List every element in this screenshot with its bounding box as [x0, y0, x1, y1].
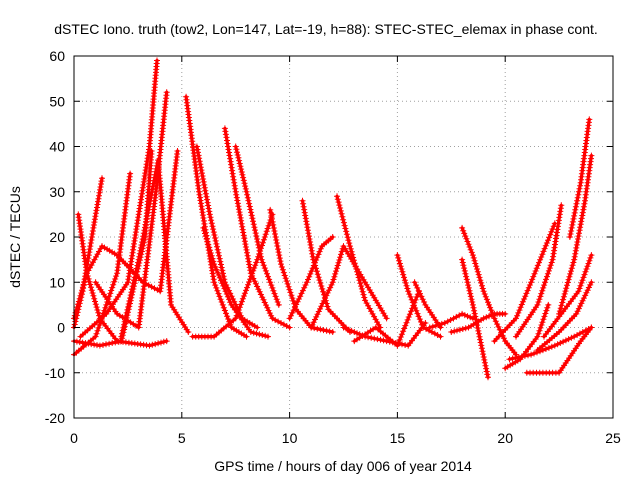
series-28	[502, 301, 552, 372]
series-36	[566, 116, 593, 240]
series-markers	[534, 279, 595, 354]
series-markers	[308, 243, 390, 331]
series-line	[223, 126, 292, 330]
series-6	[92, 89, 170, 331]
series-line	[184, 95, 249, 339]
y-tick-label: 20	[49, 229, 65, 245]
series-13	[200, 224, 271, 340]
series-10	[193, 143, 261, 331]
series-line	[335, 194, 382, 330]
series-16	[299, 197, 353, 335]
series-markers	[334, 193, 384, 331]
series-markers	[189, 211, 276, 340]
y-tick-label: 60	[49, 48, 65, 64]
y-tick-label: 10	[49, 274, 65, 290]
series-8	[118, 157, 192, 340]
x-tick-label: 15	[390, 430, 406, 446]
series-23	[411, 279, 444, 331]
series-27	[448, 310, 509, 335]
series-17	[286, 234, 336, 322]
series-markers	[556, 152, 595, 317]
series-markers	[200, 224, 271, 340]
y-axis-title: dSTEC / TECUs	[7, 186, 23, 288]
series-markers	[523, 324, 595, 376]
series-29	[491, 220, 558, 345]
series-markers	[394, 252, 444, 340]
grid	[74, 56, 613, 418]
series-24	[426, 310, 476, 331]
x-tick-label: 20	[497, 430, 513, 446]
x-axis-title: GPS time / hours of day 006 of year 2014	[214, 458, 472, 474]
series-line	[395, 253, 443, 339]
series-markers	[286, 234, 336, 322]
y-tick-label: 50	[49, 93, 65, 109]
series-12	[232, 143, 282, 308]
ticks: 0 5 10 15 20 25 -20 -10 0 10 20 30 40 50 60	[45, 48, 621, 446]
x-tick-label: 5	[178, 430, 186, 446]
series-15	[267, 206, 336, 335]
series-markers	[491, 220, 558, 345]
x-tick-label: 25	[605, 430, 621, 446]
series-18	[334, 193, 384, 331]
series-markers	[513, 202, 565, 340]
chart-title: dSTEC Iono. truth (tow2, Lon=147, Lat=-1…	[54, 21, 598, 37]
series-markers	[541, 252, 595, 340]
series-line	[72, 149, 180, 320]
series-19	[308, 243, 390, 331]
series-markers	[92, 89, 170, 331]
series-markers	[267, 206, 336, 335]
series-7	[71, 148, 181, 322]
series-group	[71, 57, 595, 381]
series-35	[556, 152, 595, 317]
series-markers	[77, 57, 160, 340]
y-tick-label: 0	[57, 320, 65, 336]
series-markers	[299, 197, 353, 335]
series-5	[77, 57, 160, 340]
series-22	[394, 252, 444, 340]
series-34	[541, 252, 595, 340]
series-markers	[566, 116, 593, 240]
series-markers	[502, 301, 552, 372]
y-tick-label: -20	[45, 410, 65, 426]
series-33	[534, 279, 595, 354]
series-30	[513, 202, 565, 340]
y-tick-label: 30	[49, 184, 65, 200]
series-markers	[426, 310, 476, 331]
series-14	[189, 211, 276, 340]
series-markers	[448, 310, 509, 335]
series-markers	[118, 157, 192, 340]
y-tick-label: 40	[49, 139, 65, 155]
series-26	[459, 256, 491, 381]
x-tick-label: 10	[282, 430, 298, 446]
series-markers	[459, 256, 491, 381]
series-line	[288, 235, 335, 320]
series-1	[75, 211, 170, 349]
x-tick-label: 0	[70, 430, 78, 446]
y-tick-label: -10	[45, 365, 65, 381]
series-31	[523, 324, 595, 376]
